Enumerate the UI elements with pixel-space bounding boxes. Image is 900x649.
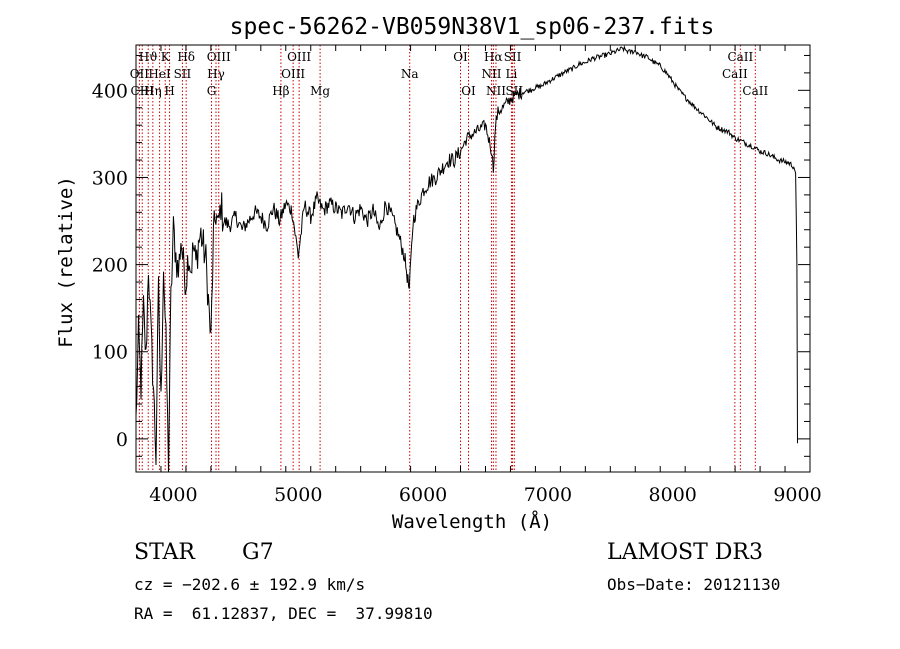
y-axis-label: Flux (relative) [55, 176, 77, 348]
spectral-line-label-7: Hγ [207, 67, 225, 81]
y-tick-label: 200 [92, 255, 128, 277]
x-tick-label: 9000 [773, 484, 821, 506]
spectral-line-label-10: H [164, 84, 174, 98]
obs-date: Obs−Date: 20121130 [607, 575, 781, 594]
spectral-line-label-14: Hβ [272, 84, 289, 98]
x-axis-ticks: 4000 5000 6000 7000 8000 9000 [135, 45, 822, 506]
y-axis-ticks: 0 100 200 300 400 [92, 54, 810, 457]
chart-title: spec-56262-VB059N38V1_sp06-237.fits [230, 14, 715, 40]
y-tick-label: 100 [92, 342, 128, 364]
x-tick-label: 6000 [399, 484, 447, 506]
spectral-line-markers [138, 45, 756, 472]
spectral-line-label-1: K [161, 50, 171, 64]
y-tick-label: 400 [92, 80, 128, 102]
object-subclass: G7 [242, 540, 274, 565]
spectral-line-label-19: Hα [484, 50, 503, 64]
spectral-line-label-17: OI [453, 50, 468, 64]
spectral-line-label-27: CaII [742, 84, 768, 98]
spectrum-series-line [135, 44, 798, 473]
x-tick-label: 7000 [524, 484, 572, 506]
spectral-line-label-21: NII [481, 67, 501, 81]
spectral-line-label-22: Li [506, 67, 518, 81]
object-class: STAR [134, 540, 195, 565]
spectral-line-label-13: OIII [281, 67, 305, 81]
spectral-line-label-11: G [207, 84, 217, 98]
y-tick-label: 0 [116, 429, 128, 451]
spectral-line-label-5: HeI [148, 67, 171, 81]
spectral-line-label-0: Hϑ [139, 50, 158, 64]
x-tick-label: 5000 [274, 484, 322, 506]
survey-name: LAMOST DR3 [607, 540, 763, 565]
spectral-line-label-16: Na [401, 67, 419, 81]
spectral-line-label-15: Mg [310, 84, 330, 98]
spectral-line-label-26: CaII [722, 67, 748, 81]
x-tick-label: 8000 [649, 484, 697, 506]
y-tick-label: 300 [92, 167, 128, 189]
spectral-line-label-23: NII [486, 84, 506, 98]
spectral-line-label-20: SII [504, 50, 522, 64]
spectral-line-label-4: OII [130, 67, 150, 81]
redshift-info: cz = −202.6 ± 192.9 km/s [134, 575, 366, 594]
x-axis-label: Wavelength (Å) [392, 510, 552, 533]
x-tick-label: 4000 [149, 484, 197, 506]
spectral-line-label-6: SII [174, 67, 192, 81]
spectral-line-label-3: OIII [207, 50, 231, 64]
spectral-line-label-12: OIII [287, 50, 311, 64]
plot-frame [135, 44, 811, 473]
coordinates: RA = 61.12837, DEC = 37.99810 [134, 604, 433, 623]
spectral-line-label-9: Hη [144, 84, 162, 98]
spectral-line-label-18: OI [461, 84, 476, 98]
spectral-line-label-25: CaII [727, 50, 753, 64]
spectral-line-label-2: Hδ [177, 50, 195, 64]
